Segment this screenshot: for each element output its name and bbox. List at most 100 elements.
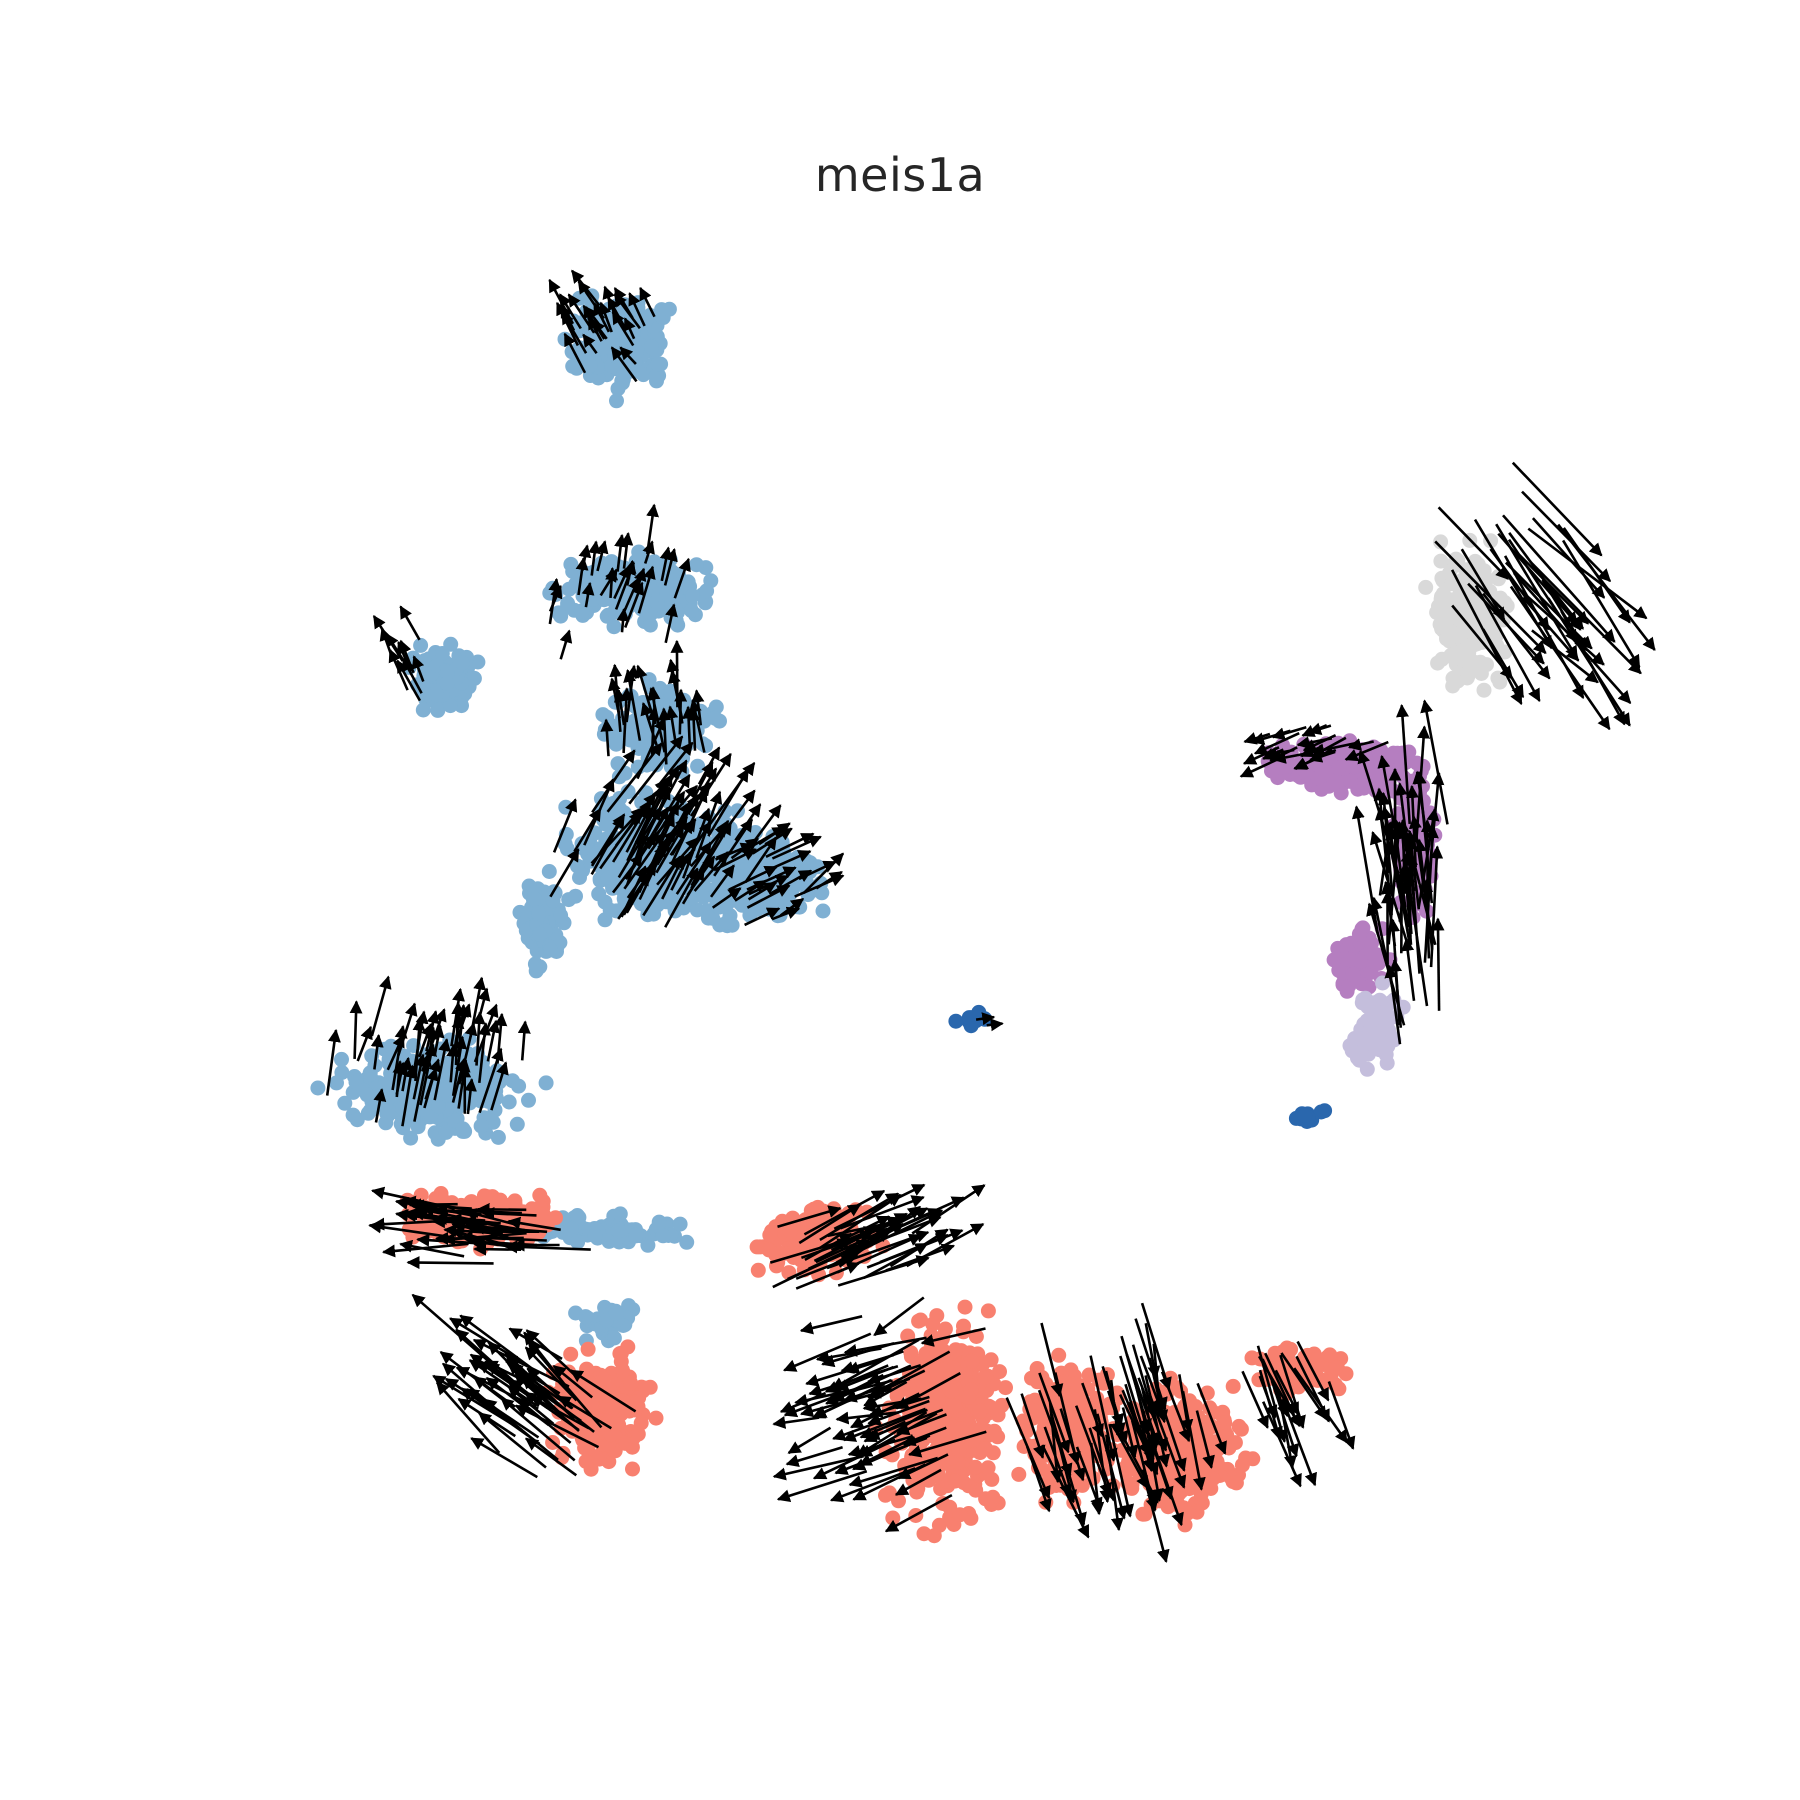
velocity-arrow: [524, 1346, 578, 1402]
cell-point-steelblue: [442, 698, 458, 714]
cell-point-steelblue: [661, 301, 677, 317]
cell-point-steelblue: [629, 343, 645, 359]
velocity-arrow: [623, 669, 642, 741]
cell-point-salmon: [983, 1352, 999, 1368]
velocity-arrow: [625, 806, 652, 853]
velocity-arrow: [815, 1227, 889, 1264]
cell-point-salmon: [628, 1394, 644, 1410]
velocity-arrow: [356, 1025, 373, 1062]
cell-point-steelblue: [563, 1221, 579, 1237]
velocity-arrow: [682, 705, 696, 745]
cell-point-salmon: [623, 1375, 639, 1391]
velocity-arrow: [399, 605, 421, 641]
velocity-arrow: [636, 717, 666, 780]
velocity-arrow: [868, 1208, 942, 1242]
velocity-arrow: [625, 664, 639, 723]
cell-point-salmon: [957, 1299, 973, 1315]
velocity-arrow: [664, 603, 678, 644]
cell-point-purple: [1331, 760, 1347, 776]
velocity-arrow: [600, 718, 614, 757]
cell-point-steelblue: [541, 864, 557, 879]
cell-point-salmon: [943, 1383, 959, 1399]
cell-point-salmon: [952, 1507, 968, 1523]
velocity-arrow: [1387, 918, 1401, 1025]
cell-point-steelblue: [648, 368, 664, 384]
cell-point-salmon: [782, 1223, 798, 1239]
cell-point-purple: [1364, 935, 1379, 951]
cell-point-salmon: [536, 1207, 551, 1222]
velocity-arrow: [1059, 1408, 1086, 1482]
velocity-arrow: [895, 1372, 961, 1410]
velocity-arrow: [425, 1010, 440, 1052]
cell-point-salmon: [749, 1239, 765, 1255]
cell-point-steelblue: [431, 1099, 446, 1114]
velocity-arrow: [1160, 1371, 1191, 1443]
velocity-arrow: [623, 559, 637, 586]
velocity-arrow: [349, 1000, 363, 1059]
cell-point-steelblue: [621, 1298, 637, 1314]
velocity-arrow: [1148, 1395, 1187, 1489]
velocity-arrow: [1181, 1391, 1206, 1491]
cell-point-salmon: [956, 1318, 971, 1334]
cell-point-steelblue: [557, 836, 573, 852]
velocity-arrow: [623, 317, 636, 340]
cell-point-darkblue: [1297, 1108, 1313, 1123]
cell-point-steelblue: [531, 905, 547, 921]
velocity-arrow: [1509, 585, 1611, 731]
cell-point-grey: [1429, 604, 1445, 620]
cell-point-salmon: [591, 1451, 607, 1467]
cell-point-salmon: [946, 1360, 962, 1376]
cell-point-salmon: [919, 1366, 935, 1382]
cell-point-grey: [1461, 645, 1477, 661]
velocity-arrow: [920, 1327, 986, 1347]
velocity-arrow: [1144, 1323, 1161, 1380]
velocity-arrow: [478, 1047, 504, 1114]
cell-point-salmon: [1205, 1471, 1221, 1487]
cell-point-steelblue: [430, 702, 446, 718]
velocity-arrow: [446, 1043, 460, 1083]
velocity-arrow: [795, 1261, 861, 1290]
velocity-arrow: [549, 848, 580, 898]
cell-point-steelblue: [568, 1305, 584, 1321]
velocity-arrow: [1450, 569, 1523, 706]
cell-point-steelblue: [659, 586, 675, 602]
velocity-arrow: [370, 1034, 384, 1070]
cell-point-salmon: [929, 1308, 945, 1324]
cell-point-steelblue: [545, 893, 561, 909]
cell-point-steelblue: [532, 926, 548, 942]
velocity-arrow: [558, 293, 582, 330]
velocity-arrow: [1294, 748, 1333, 770]
cell-point-salmon: [1324, 1373, 1340, 1389]
velocity-arrow: [370, 975, 392, 1037]
velocity-arrow: [783, 1332, 872, 1372]
cell-point-steelblue: [553, 907, 569, 923]
cell-point-salmon: [422, 1223, 438, 1239]
velocity-arrow: [1195, 1410, 1215, 1469]
cell-point-salmon: [984, 1493, 1000, 1509]
velocity-arrow: [752, 827, 793, 855]
cell-point-salmon: [638, 1380, 653, 1396]
cell-point-salmon: [980, 1460, 996, 1476]
cell-point-grey: [1458, 562, 1474, 578]
cell-point-steelblue: [689, 557, 704, 573]
cell-point-grey: [1476, 682, 1492, 698]
velocity-arrow: [373, 1088, 387, 1123]
velocity-arrow: [873, 1296, 925, 1337]
velocity-arrow: [1089, 1442, 1105, 1516]
velocity-arrow: [481, 1207, 537, 1221]
cell-point-salmon: [968, 1459, 983, 1475]
cell-point-steelblue: [359, 1087, 375, 1103]
cell-point-steelblue: [777, 893, 793, 909]
velocity-arrow: [771, 835, 822, 860]
velocity-arrow: [628, 292, 646, 327]
cell-point-steelblue: [690, 758, 706, 774]
cell-point-grey: [1433, 553, 1449, 569]
cell-point-steelblue: [521, 1092, 536, 1108]
velocity-arrow: [1081, 1382, 1104, 1438]
cell-point-purple: [1345, 967, 1361, 982]
velocity-arrow: [507, 1216, 561, 1232]
velocity-arrow: [552, 798, 578, 853]
cell-point-steelblue: [608, 1306, 624, 1321]
velocity-arrow: [432, 1374, 523, 1432]
cell-point-salmon: [1063, 1362, 1079, 1378]
